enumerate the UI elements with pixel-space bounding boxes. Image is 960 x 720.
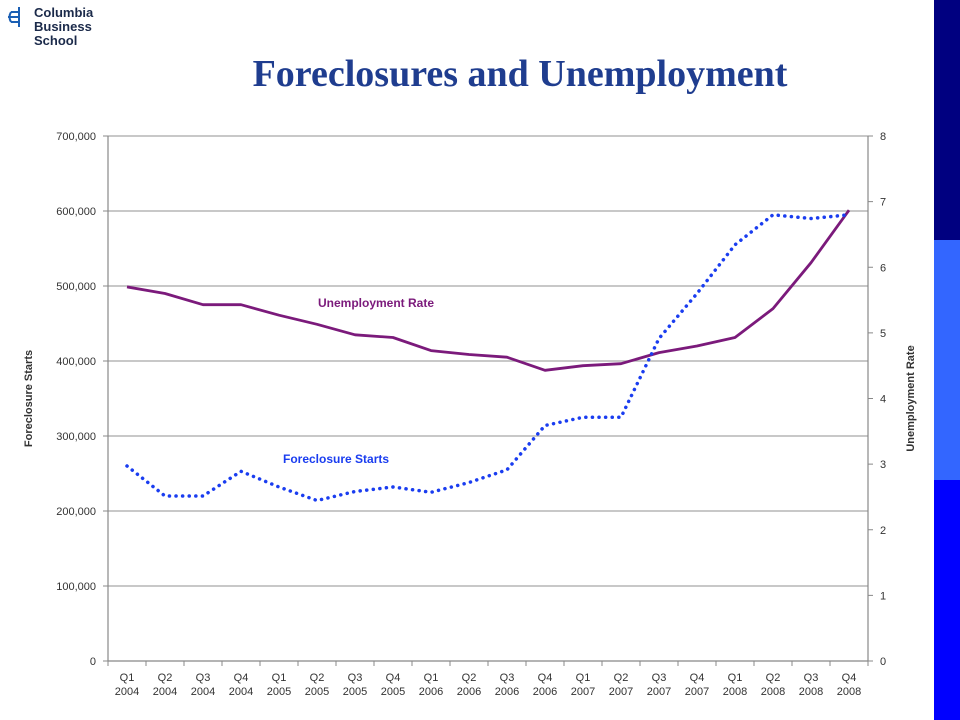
x-tick-label: Q3 2006 (495, 672, 519, 698)
x-tick-label: Q4 2008 (837, 672, 861, 698)
x-tick-label: Q4 2004 (229, 672, 253, 698)
y2-axis-label: Unemployment Rate (905, 345, 917, 451)
y2-tick-label: 7 (880, 197, 886, 209)
x-tick-label: Q3 2005 (343, 672, 367, 698)
x-tick-label: Q3 2007 (647, 672, 671, 698)
decorative-sidebar (934, 0, 960, 720)
x-tick-label: Q4 2006 (533, 672, 557, 698)
sidebar-block-light (934, 240, 960, 480)
tick-labels: 0 100,000 200,000 300,000 400,000 500,000 600,… (56, 131, 886, 698)
x-tick-label: Q1 2004 (115, 672, 139, 698)
x-tick-label: Q1 2007 (571, 672, 595, 698)
x-tick-label: Q4 2005 (381, 672, 405, 698)
y-tick-label: 600,000 (56, 206, 96, 218)
foreclosure-series-label: Foreclosure Starts (283, 452, 389, 466)
columbia-crown-icon (8, 7, 20, 27)
page-title: Foreclosures and Unemployment (252, 53, 788, 95)
y-tick-label: 200,000 (56, 506, 96, 518)
x-tick-label: Q2 2007 (609, 672, 633, 698)
y2-tick-label: 0 (880, 656, 886, 668)
x-tick-label: Q1 2005 (267, 672, 291, 698)
y2-tick-label: 3 (880, 459, 886, 471)
x-tick-label: Q1 2006 (419, 672, 443, 698)
x-tick-label: Q1 2008 (723, 672, 747, 698)
x-tick-label: Q4 2007 (685, 672, 709, 698)
grid-lines (108, 135, 868, 587)
y-tick-label: 500,000 (56, 281, 96, 293)
sidebar-block-dark (934, 0, 960, 240)
y-tick-label: 300,000 (56, 431, 96, 443)
unemployment-rate-line (126, 209, 851, 372)
columbia-logo: Columbia Business School (6, 6, 93, 48)
logo-line-3: School (34, 33, 78, 48)
x-tick-label: Q2 2006 (457, 672, 481, 698)
y-tick-label: 700,000 (56, 131, 96, 143)
y2-tick-label: 4 (880, 394, 886, 406)
sidebar-block-blue (934, 480, 960, 720)
y2-tick-label: 2 (880, 525, 886, 537)
logo-line-1: Columbia (34, 5, 94, 20)
x-tick-label: Q2 2008 (761, 672, 785, 698)
x-tick-label: Q2 2005 (305, 672, 329, 698)
x-tick-label: Q3 2008 (799, 672, 823, 698)
y2-tick-label: 1 (880, 590, 886, 602)
y2-tick-label: 6 (880, 262, 886, 274)
y-tick-label: 400,000 (56, 356, 96, 368)
y-tick-label: 100,000 (56, 581, 96, 593)
chart-axes (107, 136, 869, 662)
y2-tick-label: 8 (880, 131, 886, 143)
x-tick-label: Q3 2004 (191, 672, 215, 698)
y-axis-label: Foreclosure Starts (23, 350, 35, 447)
series-lines (125, 209, 851, 503)
y2-tick-label: 5 (880, 328, 886, 340)
unemployment-series-label: Unemployment Rate (318, 296, 434, 310)
foreclosure-starts-line (125, 213, 851, 503)
x-tick-label: Q2 2004 (153, 672, 177, 698)
foreclosure-unemployment-chart: 0 100,000 200,000 300,000 400,000 500,000 600,… (23, 131, 917, 698)
logo-line-2: Business (34, 19, 92, 34)
y-tick-label: 0 (90, 656, 96, 668)
